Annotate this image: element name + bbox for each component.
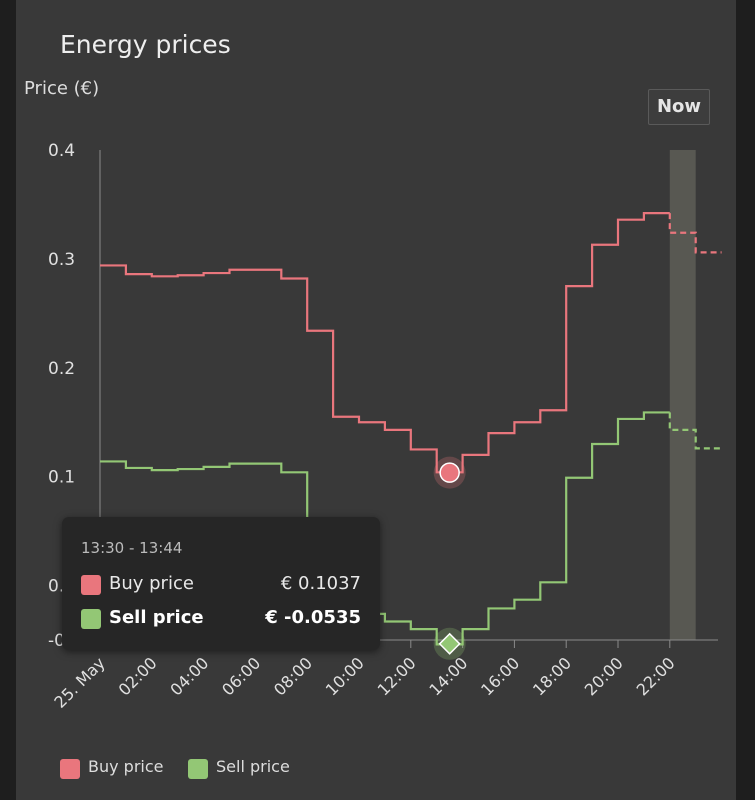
y-tick-label: 0.1 — [48, 468, 75, 488]
y-tick-label: 0.3 — [48, 250, 75, 270]
x-tick-label: 12:00 — [374, 653, 420, 699]
x-tick-label: 25. May — [50, 653, 108, 711]
tooltip-sell-row: Sell price € -0.0535 — [81, 607, 361, 633]
x-tick-label: 08:00 — [270, 653, 316, 699]
x-tick-label: 20:00 — [581, 653, 627, 699]
price-tooltip: 13:30 - 13:44 Buy price € 0.1037 Sell pr… — [62, 517, 380, 650]
tooltip-time-range: 13:30 - 13:44 — [81, 539, 183, 557]
sell-price-line — [100, 411, 670, 646]
sell-price-swatch — [81, 609, 101, 629]
x-tick-label: 02:00 — [115, 653, 161, 699]
energy-prices-card — [16, 0, 736, 800]
y-axis-label: Price (€) — [24, 78, 100, 99]
legend-sell-swatch — [188, 759, 208, 779]
x-tick-label: 14:00 — [425, 653, 471, 699]
y-tick-label: 0.4 — [48, 141, 75, 161]
now-band — [669, 150, 696, 640]
sell-price-point — [438, 632, 461, 655]
legend-buy-swatch — [60, 759, 80, 779]
tooltip-buy-value: € 0.1037 — [280, 573, 361, 594]
legend-sell-label: Sell price — [216, 757, 290, 776]
tooltip-buy-label: Buy price — [109, 573, 194, 594]
tooltip-buy-row: Buy price € 0.1037 — [81, 573, 361, 599]
x-tick-label: 06:00 — [218, 653, 264, 699]
buy-price-point — [439, 462, 460, 483]
sell-price-forecast-line — [668, 412, 722, 450]
x-tick-label: 04:00 — [166, 653, 212, 699]
x-tick-label: 22:00 — [633, 653, 679, 699]
now-button[interactable]: Now — [648, 89, 710, 125]
chart-title: Energy prices — [60, 30, 231, 59]
x-tick-label: 10:00 — [322, 653, 368, 699]
x-tick-label: 16:00 — [477, 653, 523, 699]
buy-price-line — [100, 212, 670, 474]
y-tick-label: 0.2 — [48, 359, 75, 379]
x-tick-label: 18:00 — [529, 653, 575, 699]
tooltip-sell-value: € -0.0535 — [265, 607, 361, 628]
buy-price-swatch — [81, 575, 101, 595]
tooltip-sell-label: Sell price — [109, 607, 204, 628]
buy-price-forecast-line — [668, 213, 722, 254]
legend-buy-label: Buy price — [88, 757, 164, 776]
